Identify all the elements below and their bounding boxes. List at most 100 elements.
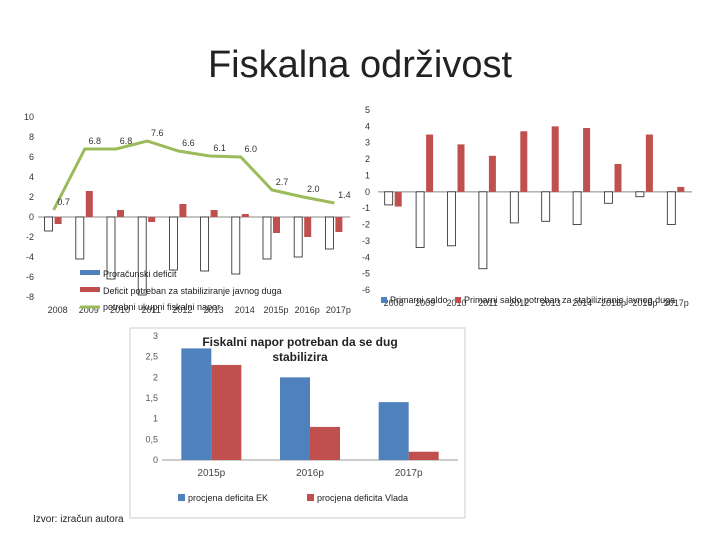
c2-bar-required	[488, 155, 496, 192]
source-note: Izvor: izračun autora	[33, 514, 124, 525]
c2-ytick-label: 4	[365, 121, 370, 131]
c2-ytick-label: 3	[365, 138, 370, 148]
c1-ytick-label: 0	[29, 212, 34, 222]
c3-xtick-label: 2015p	[197, 468, 225, 479]
c1-ytick-label: -6	[26, 272, 34, 282]
c2-xtick-label: 2012	[509, 298, 529, 308]
c1-bar-deficit	[200, 216, 210, 272]
c2-bar-primary	[478, 191, 488, 270]
c1-legend-deficit: Proračunski deficit	[103, 269, 177, 279]
c3-bar-ek	[280, 377, 310, 460]
c1-ytick-label: 4	[29, 172, 34, 182]
c2-xtick-label: 2008	[384, 298, 404, 308]
c3-legend-swatch-ek	[178, 494, 185, 501]
c2-bar-required	[645, 134, 653, 192]
c1-data-label: 6.8	[120, 136, 133, 146]
c3-legend-swatch-vlada	[307, 494, 314, 501]
c2-bar-required	[426, 134, 434, 192]
c1-bar-stabilizing	[241, 214, 249, 217]
c2-bar-primary	[384, 191, 394, 206]
c2-xtick-label: 2011	[478, 298, 497, 308]
c1-bar-stabilizing	[304, 217, 312, 237]
c2-bar-primary	[635, 191, 645, 198]
c3-bar-ek	[181, 348, 212, 460]
c1-legend-stabilizing: Deficit potreban za stabiliziranje javno…	[103, 286, 282, 296]
c3-ytick-label: 1,5	[145, 393, 158, 403]
c1-bar-stabilizing	[179, 204, 187, 217]
c3-ytick-label: 3	[153, 331, 158, 341]
c2-ytick-label: -1	[362, 203, 370, 213]
c2-bar-primary	[509, 191, 519, 224]
c3-legend-ek: procjena deficita EK	[188, 493, 268, 503]
c2-bar-required	[551, 126, 559, 192]
c1-ytick-label: -2	[26, 232, 34, 242]
c1-bar-deficit	[262, 216, 272, 260]
c3-bar-vlada	[310, 426, 340, 460]
c1-data-label: 6.8	[89, 136, 102, 146]
c2-bar-primary	[604, 191, 613, 204]
c1-legend-effort: potrebni ukupni fiskalni napor	[103, 302, 220, 312]
c3-ytick-label: 2	[153, 372, 158, 382]
c3-xtick-label: 2016p	[296, 468, 324, 479]
c2-xtick-label: 2017p	[664, 298, 689, 308]
slide-title: Fiskalna održivost	[207, 44, 513, 86]
c1-bar-deficit	[44, 216, 53, 232]
c2-bar-primary	[415, 191, 425, 248]
c1-bar-stabilizing	[85, 191, 93, 217]
c1-bar-deficit	[75, 216, 85, 260]
c1-bar-deficit	[106, 216, 116, 280]
c1-data-label: 2.0	[307, 184, 320, 194]
c1-xtick-label: 2011	[142, 305, 161, 315]
c2-ytick-label: 1	[365, 170, 370, 180]
c3-ytick-label: 0	[153, 455, 158, 465]
c1-xtick-label: 2014	[235, 305, 255, 315]
c1-bar-deficit	[293, 216, 303, 258]
c1-xtick-label: 2008	[48, 305, 68, 315]
c1-bar-stabilizing	[54, 217, 62, 224]
c3-title-line2: stabilizira	[272, 350, 328, 364]
c3-legend-vlada: procjena deficita Vlada	[317, 493, 408, 503]
c2-bar-required	[394, 191, 402, 207]
c2-legend-swatch-required	[455, 297, 461, 303]
c3-bar-vlada	[408, 451, 439, 460]
c1-data-label: 6.0	[245, 144, 258, 154]
c1-xtick-label: 2012	[172, 305, 192, 315]
c2-ytick-label: -3	[362, 236, 370, 246]
c2-ytick-label: -2	[362, 220, 370, 230]
c3-ytick-label: 1	[153, 414, 158, 424]
c1-ytick-label: -8	[26, 292, 34, 302]
c2-xtick-label: 2009	[415, 298, 435, 308]
c1-bar-deficit	[168, 216, 178, 271]
c2-ytick-label: 0	[365, 187, 370, 197]
c2-legend-required: Primarni saldo potreban za stabiliziranj…	[464, 295, 675, 305]
c1-ytick-label: -4	[26, 252, 34, 262]
c1-xtick-label: 2016p	[295, 305, 320, 315]
c2-ytick-label: -6	[362, 285, 370, 295]
c2-xtick-label: 2014	[572, 298, 592, 308]
c2-bar-required	[583, 128, 591, 192]
c1-data-label: 0.7	[57, 197, 70, 207]
c2-ytick-label: -5	[362, 269, 370, 279]
c1-data-label: 2.7	[276, 177, 289, 187]
c2-legend-primary: Primarni saldo	[390, 295, 448, 305]
c1-xtick-label: 2010	[110, 305, 130, 315]
c1-bar-stabilizing	[210, 210, 218, 217]
c1-ytick-label: 10	[24, 112, 34, 122]
c3-ytick-label: 0,5	[145, 434, 158, 444]
c1-bar-stabilizing	[148, 217, 156, 222]
c2-bar-required	[614, 164, 622, 192]
c1-legend-swatch-deficit	[80, 270, 100, 275]
c1-bar-deficit	[137, 216, 147, 296]
c2-bar-primary	[447, 191, 456, 247]
c2-legend-swatch-primary	[381, 297, 387, 303]
c1-xtick-label: 2009	[79, 305, 99, 315]
c3-bar-vlada	[211, 364, 242, 460]
c1-bar-stabilizing	[117, 210, 124, 217]
c2-xtick-label: 2013	[541, 298, 561, 308]
c2-xtick-label: 2015p	[601, 298, 626, 308]
c2-bar-primary	[572, 191, 582, 225]
c2-bar-required	[520, 131, 528, 192]
c3-title-line1: Fiskalni napor potreban da se dug	[202, 335, 397, 349]
c2-ytick-label: 2	[365, 154, 370, 164]
